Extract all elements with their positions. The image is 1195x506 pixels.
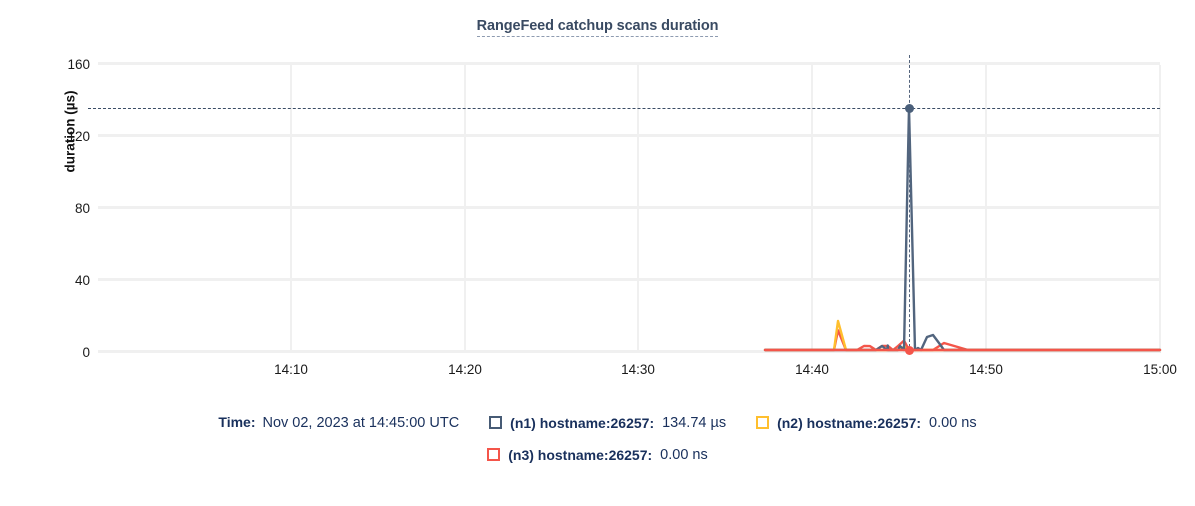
tooltip-time: Time: Nov 02, 2023 at 14:45:00 UTC xyxy=(218,415,459,431)
legend-item-n2[interactable]: (n2) hostname:26257: 0.00 ns xyxy=(756,414,977,431)
series-line-n3 xyxy=(763,329,1162,352)
gridline-x-1500 xyxy=(1159,65,1161,352)
x-tick-label-1430: 14:30 xyxy=(621,362,655,377)
y-tick-label-40: 40 xyxy=(74,273,90,288)
y-tick-label-120: 120 xyxy=(67,129,90,144)
gridline-x-1420 xyxy=(464,65,466,352)
page-title: RangeFeed catchup scans duration xyxy=(0,18,1195,37)
legend-label-n2: (n2) hostname:26257: xyxy=(777,414,922,431)
y-tick-label-0: 0 xyxy=(82,345,90,360)
legend-swatch-n3 xyxy=(487,448,501,462)
x-tick-label-1420: 14:20 xyxy=(448,362,482,377)
tooltip-time-value: Nov 02, 2023 at 14:45:00 UTC xyxy=(262,415,460,431)
x-tick-label-1410: 14:10 xyxy=(274,362,308,377)
series-layer xyxy=(763,106,1162,352)
gridline-y-160 xyxy=(98,62,1160,65)
hover-point-n3 xyxy=(904,345,914,355)
gridline-y-120 xyxy=(98,134,1160,137)
legend-value-n2: 0.00 ns xyxy=(929,414,977,431)
crosshair-vertical-line xyxy=(909,55,910,352)
tooltip-time-label: Time: xyxy=(218,414,256,430)
y-tick-label-160: 160 xyxy=(67,57,90,72)
gridline-y-40 xyxy=(98,278,1160,281)
gridline-x-1440 xyxy=(811,65,813,352)
hover-point-n1 xyxy=(904,103,914,113)
crosshair-horizontal-line xyxy=(88,108,1160,109)
x-tick-label-1500: 15:00 xyxy=(1143,362,1177,377)
y-tick-label-80: 80 xyxy=(74,201,90,216)
legend-item-n1[interactable]: (n1) hostname:26257: 134.74 µs xyxy=(489,414,727,431)
legend-label-n1: (n1) hostname:26257: xyxy=(510,414,655,431)
series-line-n1 xyxy=(763,106,1162,352)
legend-item-n3[interactable]: (n3) hostname:26257: 0.00 ns xyxy=(487,446,708,463)
legend-value-n3: 0.00 ns xyxy=(660,446,708,463)
gridline-x-1450 xyxy=(985,65,987,352)
x-tick-label-1440: 14:40 xyxy=(795,362,829,377)
gridline-y-0 xyxy=(98,350,1160,353)
gridline-x-1410 xyxy=(290,65,292,352)
legend-value-n1: 134.74 µs xyxy=(662,414,727,431)
tooltip-legend: Time: Nov 02, 2023 at 14:45:00 UTC (n1) … xyxy=(0,415,1195,462)
legend-swatch-n1 xyxy=(489,416,503,430)
gridline-y-80 xyxy=(98,206,1160,209)
plot-area[interactable] xyxy=(88,55,1162,355)
legend-row-2: (n3) hostname:26257: 0.00 ns xyxy=(0,446,1195,463)
series-line-n2 xyxy=(763,319,1162,352)
legend-swatch-n2 xyxy=(756,416,770,430)
legend-row-1: Time: Nov 02, 2023 at 14:45:00 UTC (n1) … xyxy=(0,415,1195,431)
x-tick-label-1450: 14:50 xyxy=(969,362,1003,377)
legend-label-n3: (n3) hostname:26257: xyxy=(508,446,653,463)
gridline-x-1430 xyxy=(637,65,639,352)
chart-title-text: RangeFeed catchup scans duration xyxy=(476,18,718,37)
